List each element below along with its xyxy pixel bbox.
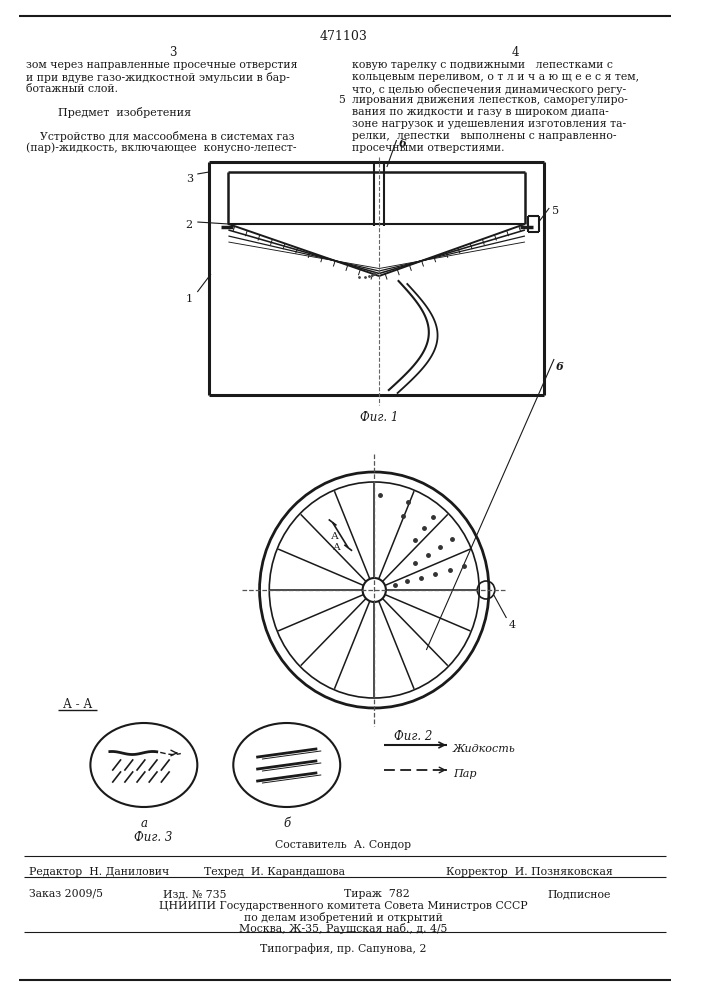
- Text: 3: 3: [186, 174, 193, 184]
- Text: ковую тарелку с подвижными   лепестками с: ковую тарелку с подвижными лепестками с: [352, 60, 613, 70]
- Circle shape: [363, 578, 386, 602]
- Text: 4: 4: [508, 620, 515, 630]
- Text: Тираж  782: Тираж 782: [344, 889, 410, 899]
- Text: Составитель  А. Сондор: Составитель А. Сондор: [275, 840, 411, 850]
- Text: зоне нагрузок и удешевления изготовления та-: зоне нагрузок и удешевления изготовления…: [352, 119, 626, 129]
- Text: Фиг. 1: Фиг. 1: [360, 411, 398, 424]
- Text: Устройство для массообмена в системах газ: Устройство для массообмена в системах га…: [26, 131, 295, 142]
- Text: ЦНИИПИ Государственного комитета Совета Министров СССР: ЦНИИПИ Государственного комитета Совета …: [159, 901, 527, 911]
- Text: и при вдуве газо-жидкостной эмульсии в бар-: и при вдуве газо-жидкостной эмульсии в б…: [26, 72, 290, 83]
- Text: Типография, пр. Сапунова, 2: Типография, пр. Сапунова, 2: [260, 943, 426, 954]
- Text: б: б: [284, 817, 291, 830]
- Text: Фиг. 3: Фиг. 3: [134, 831, 173, 844]
- Text: А: А: [332, 543, 341, 552]
- Text: А - А: А - А: [63, 698, 93, 711]
- Text: вания по жидкости и газу в широком диапа-: вания по жидкости и газу в широком диапа…: [352, 107, 609, 117]
- Text: кольцевым переливом, о т л и ч а ю щ е е с я тем,: кольцевым переливом, о т л и ч а ю щ е е…: [352, 72, 639, 82]
- Text: Изд. № 735: Изд. № 735: [163, 889, 226, 899]
- Text: 6: 6: [399, 138, 407, 149]
- Text: 2: 2: [186, 220, 193, 230]
- Text: лирования движения лепестков, саморегулиро-: лирования движения лепестков, саморегули…: [352, 95, 628, 105]
- Text: А: А: [331, 532, 339, 541]
- Text: ботажный слой.: ботажный слой.: [26, 84, 118, 94]
- Text: 5: 5: [552, 206, 559, 216]
- Text: Редактор  Н. Данилович: Редактор Н. Данилович: [29, 867, 170, 877]
- Text: по делам изобретений и открытий: по делам изобретений и открытий: [244, 912, 443, 923]
- Text: (пар)-жидкость, включающее  конусно-лепест-: (пар)-жидкость, включающее конусно-лепес…: [26, 143, 297, 153]
- Text: Заказ 2009/5: Заказ 2009/5: [29, 889, 103, 899]
- Text: Фиг. 2: Фиг. 2: [394, 730, 432, 743]
- Text: что, с целью обеспечения динамического регу-: что, с целью обеспечения динамического р…: [352, 84, 626, 95]
- Text: 4: 4: [511, 46, 519, 59]
- Text: Москва, Ж-35, Раушская наб., д. 4/5: Москва, Ж-35, Раушская наб., д. 4/5: [239, 923, 448, 934]
- Text: 471103: 471103: [319, 30, 367, 43]
- Text: просечными отверстиями.: просечными отверстиями.: [352, 143, 504, 153]
- Text: релки,  лепестки   выполнены с направленно-: релки, лепестки выполнены с направленно-: [352, 131, 617, 141]
- Text: Предмет  изобретения: Предмет изобретения: [44, 107, 191, 118]
- Text: 3: 3: [169, 46, 177, 59]
- Text: Подписное: Подписное: [547, 889, 610, 899]
- Text: зом через направленные просечные отверстия: зом через направленные просечные отверст…: [26, 60, 298, 70]
- Text: Пар: Пар: [453, 769, 477, 779]
- Text: 5: 5: [338, 95, 345, 105]
- Text: Корректор  И. Позняковская: Корректор И. Позняковская: [446, 867, 613, 877]
- Text: Жидкость: Жидкость: [453, 744, 515, 754]
- Text: 1: 1: [186, 294, 193, 304]
- Text: 6: 6: [556, 361, 563, 372]
- Text: Техред  И. Карандашова: Техред И. Карандашова: [204, 867, 344, 877]
- Text: а: а: [141, 817, 147, 830]
